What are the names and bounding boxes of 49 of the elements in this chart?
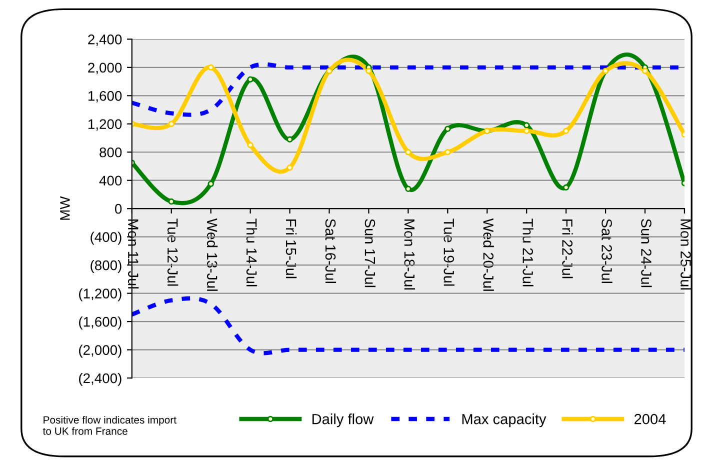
point	[208, 64, 214, 71]
legend-label: 2004	[634, 414, 666, 424]
x-tick-label: Thu 14-Jul	[246, 218, 258, 286]
x-tick-label: Wed 20-Jul	[483, 218, 494, 291]
point	[208, 180, 214, 188]
y-axis-title: MW	[60, 196, 70, 220]
y-tick-label: (2,400)	[79, 372, 122, 386]
point	[523, 122, 530, 128]
y-tick-label: (2,000)	[79, 344, 122, 358]
point	[444, 126, 451, 132]
x-tick-label: Fri 22-Jul	[562, 220, 573, 278]
x-tick-label: Fri 15-Jul	[286, 220, 297, 278]
y-tick-label: 1,600	[88, 90, 122, 102]
x-tick-label: Tue 19-Jul	[444, 218, 454, 286]
y-tick-label: 0	[115, 204, 122, 214]
x-tick-label: Sat 16-Jul	[325, 218, 336, 284]
point	[405, 186, 412, 192]
y-tick-label: 400	[99, 176, 122, 186]
legend-label: Daily flow	[312, 414, 374, 428]
point	[247, 142, 254, 148]
x-tick-label: Wed 13-Jul	[206, 218, 218, 291]
y-tick-label: 2,000	[88, 62, 122, 74]
y-tick-label: (800)	[90, 260, 122, 273]
x-tick-label: Sun 17-Jul	[364, 218, 376, 288]
point	[523, 128, 530, 134]
y-tick-label: 800	[100, 147, 122, 158]
point	[286, 164, 293, 171]
legend-label: Max capacity	[462, 414, 546, 428]
point	[444, 149, 451, 156]
y-tick-label: 2,400	[88, 34, 122, 46]
point	[642, 68, 648, 74]
x-tick-label: Tue 12-Jul	[167, 218, 178, 286]
point	[562, 184, 570, 191]
y-tick-label: (1,600)	[79, 316, 122, 330]
point	[247, 76, 254, 83]
x-tick-label: Sun 24-Jul	[641, 218, 652, 288]
point	[562, 128, 570, 134]
point	[168, 120, 174, 128]
point	[366, 68, 372, 74]
x-tick-label: Mon 25-Jul	[680, 220, 692, 290]
text: Positive flow indicates import to UK from France	[42, 416, 176, 435]
x-tick-label: Sat 23-Jul	[602, 218, 612, 284]
point	[168, 198, 174, 205]
point	[286, 136, 293, 143]
y-tick-label: 1,200	[88, 119, 122, 131]
y-tick-label: (400)	[90, 232, 122, 245]
point	[405, 149, 412, 156]
y-tick-label: (1,200)	[79, 288, 122, 302]
x-tick-label: Thu 21-Jul	[522, 218, 534, 286]
